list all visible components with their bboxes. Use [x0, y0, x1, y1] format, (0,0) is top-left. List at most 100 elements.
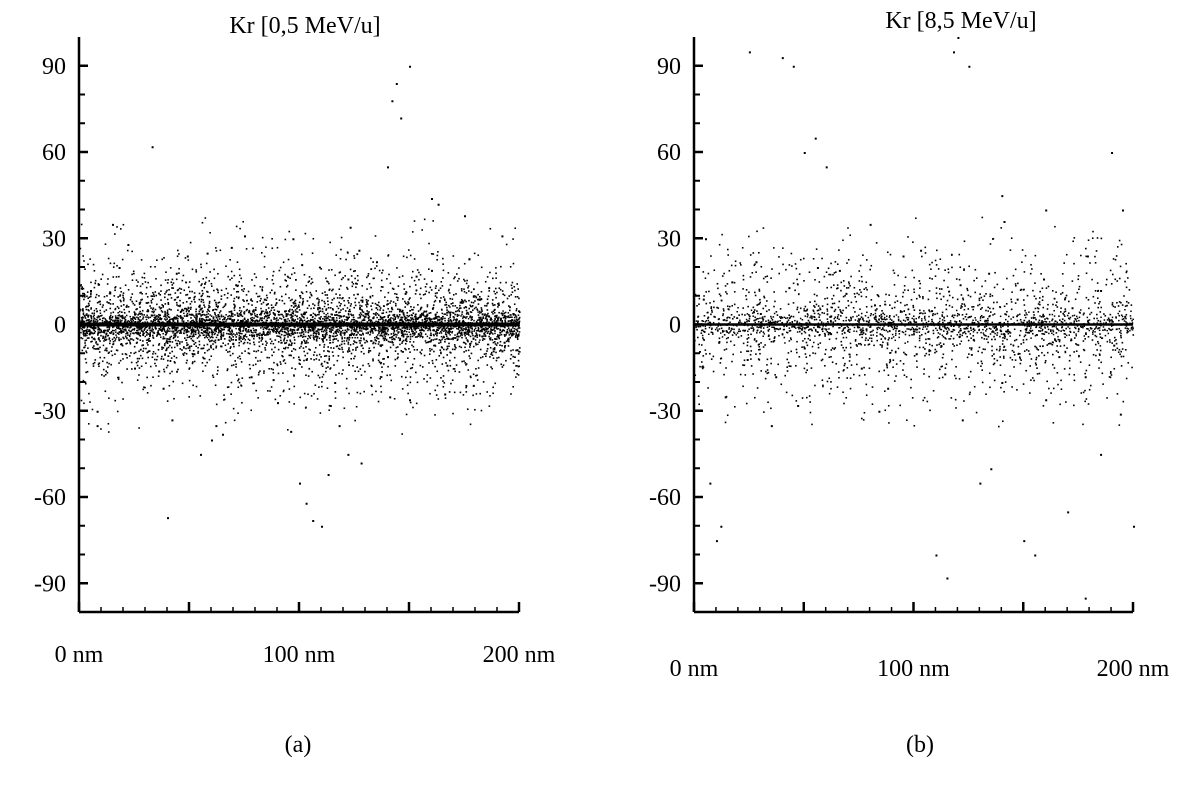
scatter-point: [354, 297, 357, 300]
scatter-point: [452, 294, 455, 296]
scatter-point: [335, 329, 338, 331]
scatter-point: [409, 310, 411, 312]
scatter-point: [190, 337, 193, 340]
scatter-point: [362, 311, 365, 313]
scatter-point: [102, 336, 105, 339]
scatter-point: [166, 364, 169, 367]
scatter-point: [97, 315, 100, 317]
scatter-point: [496, 335, 498, 338]
scatter-point: [232, 338, 235, 341]
scatter-point: [222, 321, 225, 323]
scatter-point: [233, 300, 235, 302]
scatter-point: [335, 311, 337, 314]
scatter-point: [136, 357, 139, 360]
scatter-point: [455, 321, 458, 323]
scatter-point: [400, 350, 403, 352]
scatter-point: [487, 343, 490, 346]
scatter-point: [425, 290, 428, 293]
scatter-point: [195, 317, 197, 319]
scatter-point: [154, 319, 157, 321]
scatter-point: [227, 351, 229, 353]
scatter-point: [505, 243, 508, 246]
scatter-point: [186, 336, 189, 339]
scatter-point: [262, 310, 264, 313]
scatter-point: [342, 369, 344, 371]
scatter-point: [257, 397, 259, 399]
scatter-point: [79, 308, 82, 311]
scatter-point: [270, 328, 273, 331]
scatter-point: [92, 332, 94, 335]
scatter-point: [87, 319, 90, 322]
scatter-point: [476, 319, 479, 321]
scatter-point: [368, 347, 371, 350]
scatter-point: [441, 285, 444, 287]
scatter-point: [328, 355, 331, 358]
scatter-point: [440, 335, 443, 338]
scatter-point: [393, 330, 396, 333]
scatter-point: [348, 392, 350, 395]
scatter-point: [490, 366, 492, 368]
scatter-point: [465, 313, 468, 315]
scatter-point: [328, 269, 330, 271]
scatter-point: [163, 325, 165, 328]
scatter-point: [357, 370, 360, 373]
scatter-point: [260, 351, 263, 353]
scatter-point: [238, 332, 241, 335]
scatter-point: [380, 345, 382, 348]
scatter-point: [491, 339, 494, 341]
scatter-point: [391, 308, 394, 311]
scatter-point: [385, 333, 387, 336]
scatter-point: [504, 344, 507, 347]
scatter-point: [387, 303, 389, 305]
scatter-point: [232, 343, 235, 346]
scatter-point: [206, 336, 209, 339]
scatter-point: [239, 357, 242, 360]
scatter-point: [297, 304, 300, 306]
scatter-point: [167, 313, 170, 316]
scatter-point: [494, 318, 496, 321]
scatter-point: [214, 308, 216, 311]
scatter-point: [467, 286, 469, 289]
scatter-point: [331, 326, 334, 329]
scatter-point: [238, 296, 240, 299]
scatter-point: [457, 338, 459, 341]
scatter-point: [461, 331, 463, 334]
scatter-point: [332, 329, 334, 331]
scatter-point: [204, 283, 206, 285]
scatter-point: [345, 387, 348, 390]
scatter-point: [261, 336, 263, 339]
scatter-point: [154, 308, 157, 311]
scatter-point: [390, 300, 392, 302]
scatter-point: [163, 337, 166, 340]
scatter-point: [457, 321, 460, 324]
scatter-point: [442, 263, 444, 265]
scatter-point: [316, 335, 319, 338]
scatter-point: [185, 347, 187, 350]
scatter-point: [237, 315, 239, 317]
scatter-point: [266, 317, 269, 319]
scatter-point: [129, 315, 131, 318]
scatter-point: [440, 320, 443, 323]
scatter-point: [306, 321, 309, 324]
scatter-point: [154, 317, 156, 320]
scatter-point: [85, 306, 87, 308]
scatter-point: [242, 290, 245, 293]
scatter-point: [361, 296, 364, 299]
scatter-point: [430, 339, 432, 342]
scatter-point: [166, 298, 169, 301]
scatter-point: [232, 342, 235, 345]
scatter-point: [217, 289, 219, 292]
scatter-point: [198, 330, 200, 333]
scatter-point: [397, 308, 399, 311]
scatter-point: [154, 316, 157, 319]
scatter-point: [164, 310, 166, 313]
scatter-point: [514, 227, 517, 230]
scatter-point: [135, 300, 138, 302]
scatter-point: [351, 333, 354, 335]
scatter-point: [364, 341, 366, 344]
scatter-point: [178, 253, 180, 255]
scatter-point: [377, 400, 380, 403]
scatter-point: [317, 304, 320, 306]
scatter-point: [518, 326, 520, 328]
scatter-point: [191, 268, 194, 271]
